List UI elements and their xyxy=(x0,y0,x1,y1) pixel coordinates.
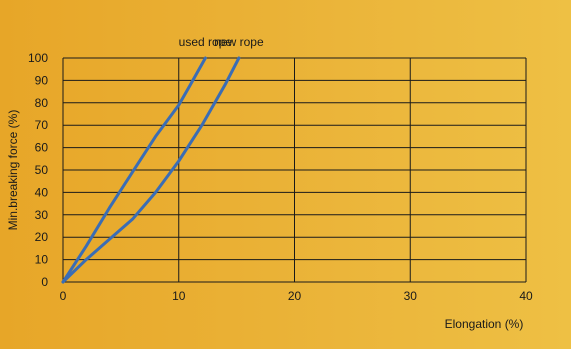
y-tick-label: 30 xyxy=(35,208,49,222)
y-tick-label: 40 xyxy=(35,185,49,199)
y-tick-label: 70 xyxy=(35,118,49,132)
labels: 0 10 20 30 40 50 60 70 80 90 100 0 10 20 30 40 used rope… xyxy=(28,35,533,303)
x-tick-label: 30 xyxy=(404,289,418,303)
y-tick-label: 0 xyxy=(41,275,48,289)
series-lines xyxy=(61,56,241,284)
x-tick-label: 40 xyxy=(519,289,533,303)
series-line-new-rope xyxy=(61,56,241,284)
x-tick-label: 0 xyxy=(60,289,67,303)
grid xyxy=(62,57,527,283)
y-tick-label: 60 xyxy=(35,141,49,155)
y-tick-label: 50 xyxy=(35,163,49,177)
y-tick-label: 10 xyxy=(35,253,49,267)
y-tick-label: 20 xyxy=(35,230,49,244)
series-label-new-rope: new rope xyxy=(214,35,264,49)
x-tick-label: 20 xyxy=(288,289,302,303)
y-tick-label: 100 xyxy=(28,51,48,65)
series-line-used-rope xyxy=(61,56,207,284)
x-tick-label: 10 xyxy=(172,289,186,303)
x-axis-title: Elongation (%) xyxy=(445,317,524,331)
y-tick-label: 90 xyxy=(35,73,49,87)
y-tick-label: 80 xyxy=(35,96,49,110)
series-label-used-rope: used rope xyxy=(179,35,233,49)
y-axis-title: Min.breaking force (%) xyxy=(6,110,20,231)
